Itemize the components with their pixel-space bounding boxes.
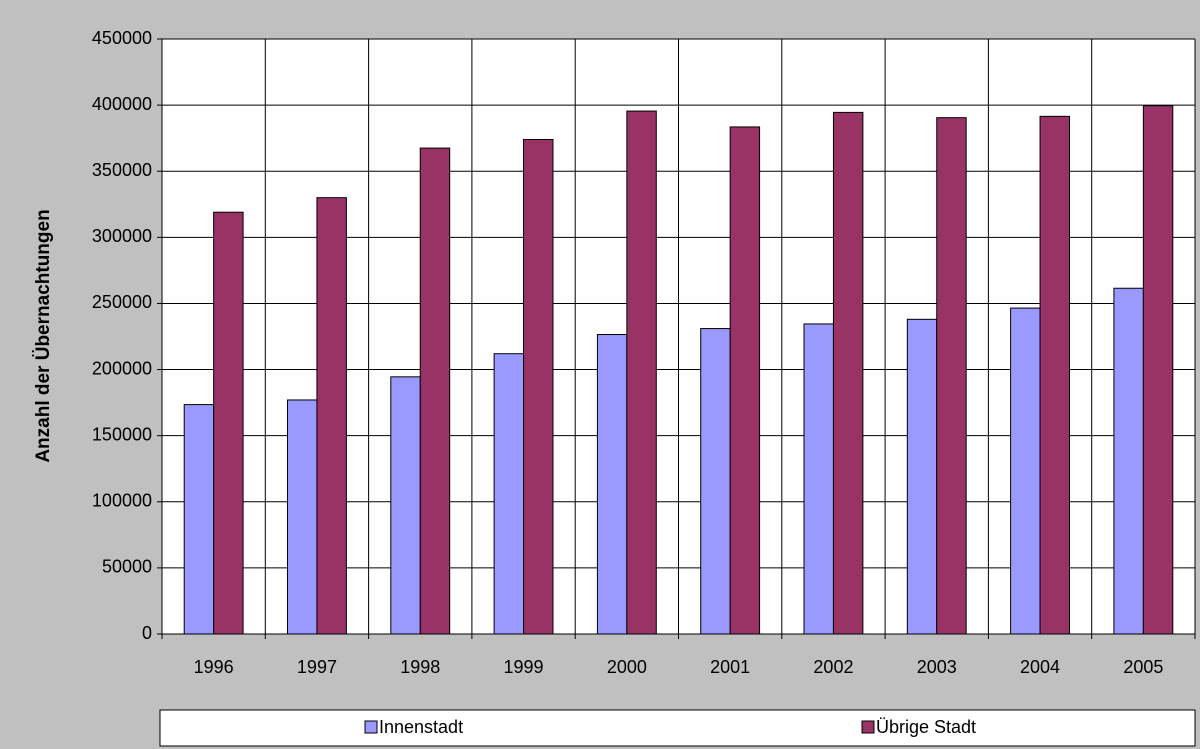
y-tick-label: 0 (142, 623, 152, 643)
x-tick-label: 1997 (297, 657, 337, 677)
legend-label: Innenstadt (379, 717, 463, 737)
x-tick-label: 2005 (1123, 657, 1163, 677)
legend-swatch (364, 720, 378, 734)
y-tick-label: 450000 (92, 28, 152, 48)
bar (596, 334, 628, 635)
bar (803, 323, 834, 635)
bar (316, 197, 347, 635)
legend-swatch (861, 720, 875, 734)
legend (159, 709, 1196, 747)
bar (183, 404, 215, 635)
y-tick-label: 50000 (102, 557, 152, 577)
bar (906, 318, 938, 635)
bar (626, 110, 657, 635)
y-tick-label: 300000 (92, 226, 152, 246)
bar (493, 353, 525, 635)
y-axis-title: Anzahl der Übernachtungen (33, 209, 54, 462)
x-tick-label: 2000 (607, 657, 647, 677)
bar (390, 376, 421, 635)
x-tick-label: 2002 (813, 657, 853, 677)
y-tick-label: 350000 (92, 160, 152, 180)
bar (1113, 287, 1144, 635)
x-tick-label: 2001 (710, 657, 750, 677)
y-tick-label: 400000 (92, 94, 152, 114)
y-tick-label: 150000 (92, 424, 152, 444)
bar (1039, 115, 1070, 635)
bar (700, 328, 731, 635)
bar (419, 147, 451, 635)
bar (936, 117, 967, 635)
legend-label: Übrige Stadt (876, 717, 976, 737)
y-tick-label: 200000 (92, 358, 152, 378)
bar (213, 211, 244, 635)
bar (729, 126, 761, 635)
bar (523, 138, 554, 635)
x-tick-label: 1996 (194, 657, 234, 677)
bar (287, 399, 318, 635)
bar (1142, 105, 1174, 635)
x-tick-label: 2004 (1020, 657, 1060, 677)
bar (1010, 307, 1041, 635)
x-tick-label: 1999 (504, 657, 544, 677)
bar (832, 111, 864, 635)
y-tick-label: 250000 (92, 292, 152, 312)
y-tick-label: 100000 (92, 491, 152, 511)
x-tick-label: 2003 (917, 657, 957, 677)
x-tick-label: 1998 (400, 657, 440, 677)
